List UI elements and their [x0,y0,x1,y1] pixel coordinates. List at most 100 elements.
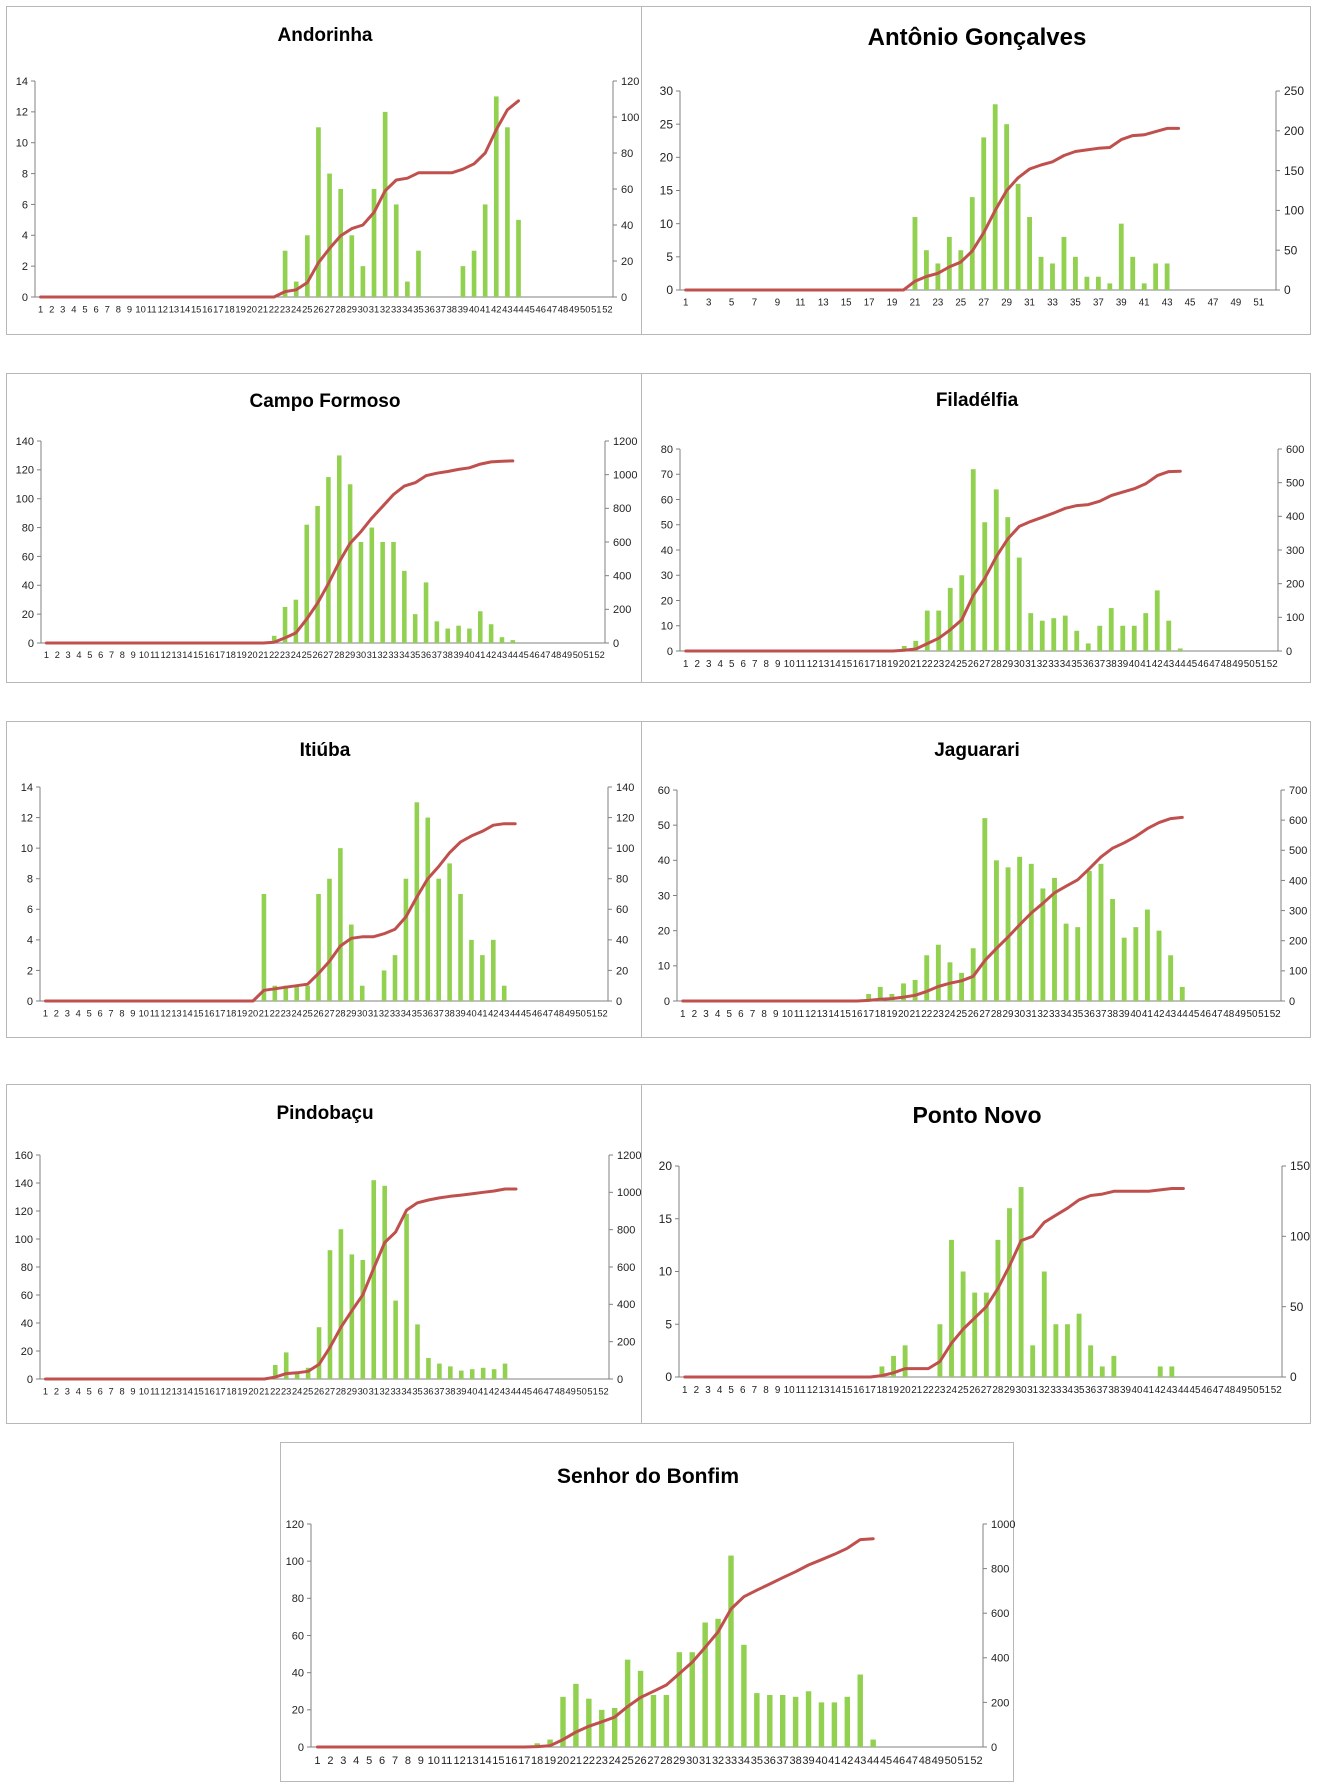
bar [993,489,999,651]
right-tick-label: 400 [617,1299,635,1311]
right-tick-label: 500 [1289,845,1307,857]
bar [1065,1324,1070,1377]
right-tick-label: 200 [617,1337,635,1349]
x-tick-label: 29 [673,1755,685,1767]
left-tick-label: 20 [660,151,674,165]
x-tick-label: 20 [899,659,910,670]
x-tick-label: 28 [992,1385,1003,1396]
x-tick-label: 6 [741,659,747,670]
bar [499,637,505,643]
right-tick-label: 20 [616,965,628,977]
x-tick-label: 27 [324,1008,334,1018]
x-tick-label: 7 [752,1385,758,1396]
left-tick-label: 140 [15,1178,33,1190]
x-tick-label: 33 [1050,1385,1061,1396]
x-tick-label: 25 [621,1755,633,1767]
x-tick-label: 46 [1198,659,1209,670]
bar [1027,217,1032,290]
x-tick-label: 48 [554,1008,564,1018]
bar [380,542,385,643]
bar [891,1355,896,1377]
x-tick-label: 49 [1230,298,1241,309]
x-tick-label: 10 [428,1755,440,1767]
left-tick-label: 15 [659,1212,673,1226]
bar [316,1327,322,1379]
bar [599,1709,605,1747]
left-tick-label: 0 [22,292,28,304]
bar [866,993,872,1001]
left-tick-label: 5 [665,1317,672,1331]
x-tick-label: 19 [544,1755,556,1767]
left-tick-label: 120 [15,1206,33,1218]
x-tick-label: 51 [591,303,601,314]
bar [1153,263,1159,290]
left-tick-label: 0 [27,996,33,1008]
x-tick-label: 32 [380,303,390,314]
x-tick-label: 16 [202,303,212,314]
bar [480,1367,486,1379]
x-tick-label: 24 [292,1008,302,1018]
left-tick-label: 20 [661,595,673,607]
x-tick-label: 33 [388,650,398,660]
bar [1120,625,1126,651]
x-tick-label: 2 [55,650,60,660]
bar [1141,283,1147,290]
x-tick-label: 51 [1253,298,1264,309]
chart-panel: Antônio Gonçalves 0 5 10 15 20 25 30 0 50 100 150 20… [641,6,1311,335]
x-tick-label: 16 [852,1009,863,1020]
right-tick-label: 100 [1284,204,1304,218]
x-tick-label: 13 [171,1008,181,1018]
x-tick-label: 37 [435,303,445,314]
x-tick-label: 44 [1178,1385,1189,1396]
x-tick-label: 15 [841,659,852,670]
left-tick-label: 0 [665,1370,672,1384]
x-tick-label: 35 [410,650,420,660]
bar [382,1185,387,1379]
bar [1051,618,1057,651]
right-tick-label: 80 [616,874,628,886]
bar [271,635,277,643]
x-tick-label: 48 [555,1386,565,1396]
x-tick-label: 52 [598,1386,608,1396]
right-tick-label: 200 [1284,124,1304,138]
x-tick-label: 38 [445,1386,455,1396]
cumulative-line [684,469,1182,653]
x-tick-label: 27 [979,1009,990,1020]
bar [458,1370,464,1379]
bar [959,972,965,1001]
x-tick-label: 37 [434,1386,444,1396]
x-tick-label: 38 [1107,1009,1118,1020]
bar [1099,1366,1105,1377]
x-tick-label: 43 [1162,298,1173,309]
chart-title: Jaguarari [934,740,1020,761]
bar [304,524,310,643]
bar [818,1702,825,1747]
bar [1061,236,1067,290]
x-tick-label: 4 [71,303,76,314]
right-tick-label: 0 [613,638,619,650]
right-tick-label: 0 [1290,1370,1297,1384]
x-tick-label: 41 [1139,298,1150,309]
x-tick-label: 45 [522,1386,532,1396]
x-tick-label: 9 [775,659,780,670]
bar [392,955,398,1001]
x-tick-label: 25 [302,303,312,314]
x-tick-label: 14 [830,659,841,670]
left-tick-label: 6 [27,904,33,916]
x-tick-label: 8 [119,1008,124,1018]
x-tick-label: 24 [945,659,956,670]
bar [382,111,388,297]
x-tick-label: 37 [1097,1385,1108,1396]
x-tick-label: 5 [82,303,87,314]
x-tick-label: 3 [706,659,712,670]
x-tick-label: 22 [921,1009,932,1020]
right-tick-label: 0 [991,1742,997,1754]
x-tick-label: 7 [105,303,110,314]
left-tick-label: 80 [21,1262,33,1274]
bar [305,1367,311,1379]
left-tick-label: 10 [21,843,33,855]
left-tick-label: 10 [660,217,674,231]
x-tick-label: 9 [130,1008,135,1018]
right-tick-label: 1000 [613,470,637,482]
